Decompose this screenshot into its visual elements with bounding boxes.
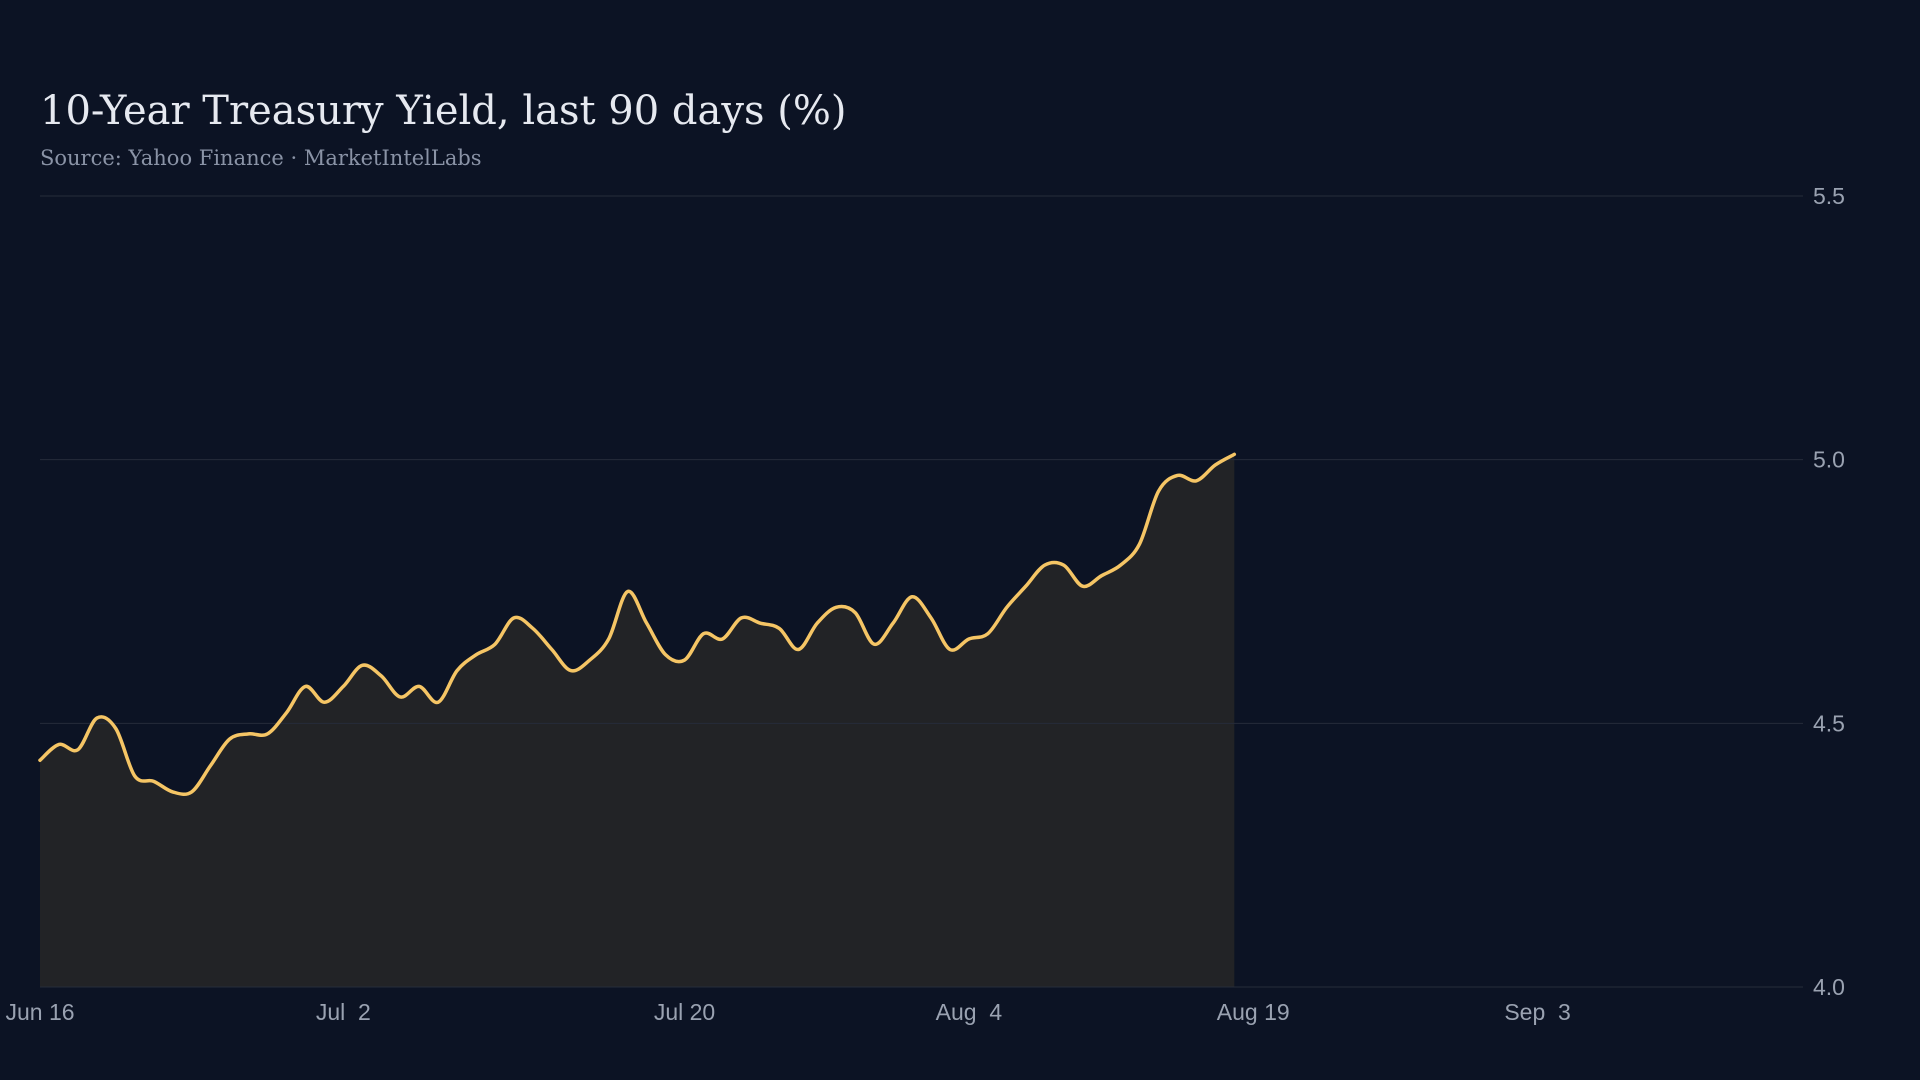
data-point [114,727,117,730]
data-point [323,701,326,704]
data-point [1138,543,1141,546]
data-point [1024,585,1027,588]
area-fill [40,454,1235,987]
data-point [967,637,970,640]
data-point [342,685,345,688]
data-point [531,627,534,630]
data-point [645,622,648,625]
data-point [854,611,857,614]
data-point [171,790,174,793]
data-point [986,632,989,635]
x-tick-label: Jul 20 [654,999,715,1025]
data-point [39,759,42,762]
x-tick-label: Aug 4 [936,999,1003,1025]
data-point [456,669,459,672]
y-tick-label: 4.5 [1813,710,1845,736]
data-point [569,669,572,672]
data-point [304,685,307,688]
data-point [797,648,800,651]
data-point [721,637,724,640]
series-line [38,452,1237,797]
data-point [152,780,155,783]
data-point [228,738,231,741]
data-point [1100,574,1103,577]
data-point [361,664,364,667]
data-point [873,643,876,646]
data-point [1062,564,1065,567]
data-point [911,595,914,598]
data-point [190,790,193,793]
data-point [133,775,136,778]
y-tick-label: 5.0 [1813,447,1845,473]
data-point [1214,463,1217,466]
x-tick-label: Aug 19 [1217,999,1290,1025]
chart-subtitle: Source: Yahoo Finance · MarketIntelLabs [40,146,482,170]
data-point [266,732,269,735]
data-point [1043,564,1046,567]
data-point [664,653,667,656]
chart-title: 10-Year Treasury Yield, last 90 days (%) [40,88,847,134]
data-point [778,627,781,630]
data-point [683,659,686,662]
data-point [247,732,250,735]
data-point [740,616,743,619]
data-point [95,717,98,720]
data-point [57,743,60,746]
data-point [588,659,591,662]
data-point [835,606,838,609]
data-point [437,701,440,704]
data-point [418,685,421,688]
data-point [929,616,932,619]
data-point [1005,606,1008,609]
data-point [816,622,819,625]
data-point [702,632,705,635]
data-point [607,637,610,640]
data-point [759,622,762,625]
data-point [550,648,553,651]
data-point [1176,474,1179,477]
data-point [948,648,951,651]
data-point [399,695,402,698]
data-point [626,590,629,593]
data-point [76,748,79,751]
y-tick-label: 4.0 [1813,974,1845,1000]
data-point [1157,490,1160,493]
data-point [892,622,895,625]
data-point [1233,453,1236,456]
data-point [285,711,288,714]
data-point [380,674,383,677]
y-tick-label: 5.5 [1813,183,1845,209]
data-point [1195,479,1198,482]
x-tick-label: Jun 16 [5,999,74,1025]
data-point [1081,585,1084,588]
data-point [493,643,496,646]
data-point [475,653,478,656]
x-tick-label: Sep 3 [1504,999,1571,1025]
x-tick-label: Jul 2 [316,999,371,1025]
data-point [1119,564,1122,567]
data-point [512,616,515,619]
data-point [209,764,212,767]
